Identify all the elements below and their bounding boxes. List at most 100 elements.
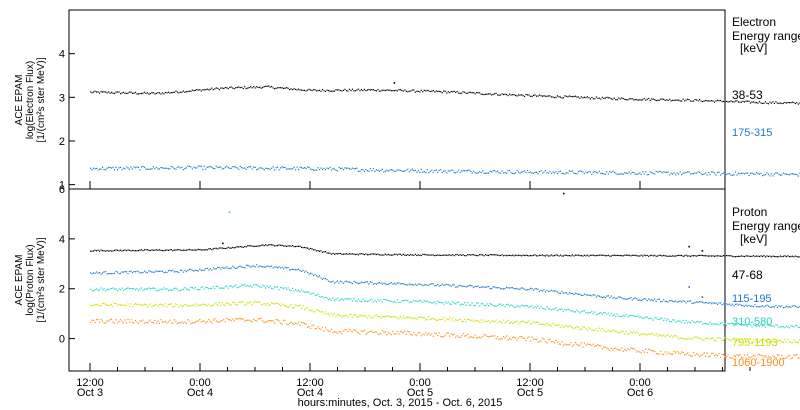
data-point-series-5 <box>396 330 398 333</box>
data-point-series-3 <box>287 287 289 289</box>
data-point-series-5 <box>377 333 379 335</box>
data-point-series-1 <box>790 255 792 258</box>
data-point-series-4 <box>535 321 538 323</box>
data-point-series-1 <box>491 254 493 256</box>
data-point-series-4 <box>275 302 277 304</box>
data-point-series-1 <box>375 253 378 256</box>
data-point-series-5 <box>315 328 318 330</box>
data-point-series-5 <box>127 318 129 320</box>
data-point-series-3 <box>386 299 388 301</box>
data-point-series-2 <box>754 304 756 306</box>
data-point-series-1 <box>369 89 372 91</box>
data-point-series-2 <box>125 166 128 168</box>
data-point-series-1 <box>410 90 412 92</box>
data-point-series-4 <box>467 319 469 321</box>
data-point-series-1 <box>663 98 665 100</box>
data-point-series-2 <box>588 294 590 296</box>
data-point-series-5 <box>389 333 391 335</box>
data-point-series-1 <box>302 89 304 92</box>
data-point-series-1 <box>505 93 508 96</box>
data-point-series-5 <box>199 318 201 321</box>
data-point-series-1 <box>103 91 105 93</box>
data-point-series-3 <box>564 308 566 311</box>
data-point-series-3 <box>357 298 360 300</box>
data-point-series-1 <box>303 89 306 91</box>
data-point-series-1 <box>308 248 310 250</box>
data-point-series-1 <box>456 91 458 93</box>
data-point-series-1 <box>651 98 653 100</box>
data-point-series-3 <box>166 288 168 290</box>
data-point-series-1 <box>411 254 413 256</box>
data-point-series-1 <box>274 245 276 247</box>
data-point-series-2 <box>785 173 787 175</box>
data-point-series-2 <box>727 303 729 306</box>
data-point-series-3 <box>612 315 614 317</box>
data-point-series-2 <box>386 283 388 286</box>
data-point-series-2 <box>122 167 125 169</box>
data-point-series-1 <box>287 87 289 89</box>
data-point-series-4 <box>627 333 629 335</box>
data-point-series-3 <box>740 324 743 326</box>
data-point-series-2 <box>377 169 379 171</box>
data-point-series-1 <box>233 247 235 249</box>
data-point-series-5 <box>178 322 180 324</box>
data-point-series-5 <box>110 318 113 320</box>
data-point-series-4 <box>190 305 192 307</box>
data-point-series-3 <box>269 285 271 287</box>
data-point-series-2 <box>194 167 196 169</box>
data-point-series-1 <box>643 97 645 100</box>
data-point-series-1 <box>630 255 632 257</box>
data-point-series-2 <box>482 286 484 288</box>
data-point-series-2 <box>146 272 149 274</box>
data-point-series-5 <box>564 343 566 345</box>
data-point-series-2 <box>429 283 431 285</box>
data-point-series-2 <box>682 172 684 174</box>
data-point-series-4 <box>552 322 554 325</box>
data-point-series-1 <box>540 254 542 257</box>
data-point-series-1 <box>429 254 431 256</box>
data-point-series-3 <box>423 299 425 302</box>
data-point-series-1 <box>565 95 568 97</box>
data-point-series-2 <box>187 269 189 272</box>
data-point-series-5 <box>755 358 758 360</box>
data-point-series-1 <box>567 96 569 98</box>
data-point-series-4 <box>751 341 753 343</box>
data-point-series-1 <box>384 253 386 255</box>
data-point-series-4 <box>97 303 99 305</box>
data-point-series-4 <box>715 340 717 342</box>
data-point-series-2 <box>633 172 635 174</box>
data-point-series-1 <box>350 253 352 255</box>
data-point-series-4 <box>482 321 484 323</box>
data-point-series-2 <box>497 170 499 172</box>
data-point-series-1 <box>214 247 216 249</box>
data-point-series-1 <box>166 249 168 251</box>
data-point-series-1 <box>532 254 535 256</box>
data-point-series-1 <box>434 91 436 93</box>
data-point-series-1 <box>332 90 334 92</box>
data-point-series-3 <box>616 313 618 315</box>
data-point-series-4 <box>408 316 410 318</box>
data-point-series-2 <box>416 171 418 173</box>
data-point-series-4 <box>693 337 695 339</box>
data-point-series-1 <box>142 249 144 252</box>
data-point-series-1 <box>178 92 180 94</box>
data-point-series-1 <box>752 101 755 103</box>
data-point-series-2 <box>528 171 530 174</box>
data-point-series-5 <box>734 355 737 358</box>
data-point-series-2 <box>624 298 626 300</box>
data-point-series-3 <box>546 306 548 308</box>
data-point-series-4 <box>444 320 446 322</box>
data-point-series-2 <box>223 267 225 269</box>
data-point-series-5 <box>660 350 662 353</box>
data-point-series-2 <box>387 170 389 172</box>
data-point-series-2 <box>407 168 409 170</box>
data-point-series-1 <box>413 254 415 256</box>
data-point-series-2 <box>796 174 798 176</box>
data-point-series-5 <box>678 352 680 354</box>
data-point-series-1 <box>353 253 355 255</box>
data-point-series-3 <box>770 325 773 327</box>
data-point-series-3 <box>286 288 288 290</box>
data-point-series-2 <box>320 167 322 169</box>
data-point-series-1 <box>434 254 436 257</box>
data-point-series-4 <box>200 304 202 306</box>
